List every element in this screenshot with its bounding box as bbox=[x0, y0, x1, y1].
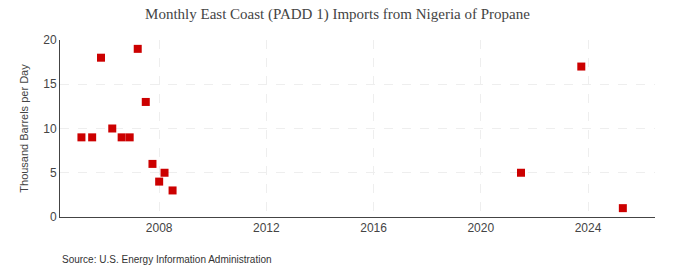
svg-text:10: 10 bbox=[43, 122, 57, 136]
svg-text:Thousand Barrels per Day: Thousand Barrels per Day bbox=[18, 64, 30, 193]
svg-text:2016: 2016 bbox=[360, 221, 387, 235]
svg-text:20: 20 bbox=[43, 33, 57, 47]
svg-text:2012: 2012 bbox=[253, 221, 280, 235]
svg-text:0: 0 bbox=[50, 210, 57, 224]
svg-text:2008: 2008 bbox=[146, 221, 173, 235]
svg-text:15: 15 bbox=[43, 77, 57, 91]
svg-text:2024: 2024 bbox=[575, 221, 602, 235]
svg-text:5: 5 bbox=[50, 166, 57, 180]
svg-text:Monthly East Coast (PADD 1) Im: Monthly East Coast (PADD 1) Imports from… bbox=[145, 6, 530, 23]
svg-text:2020: 2020 bbox=[467, 221, 494, 235]
svg-text:Source: U.S. Energy Informatio: Source: U.S. Energy Information Administ… bbox=[62, 254, 272, 265]
